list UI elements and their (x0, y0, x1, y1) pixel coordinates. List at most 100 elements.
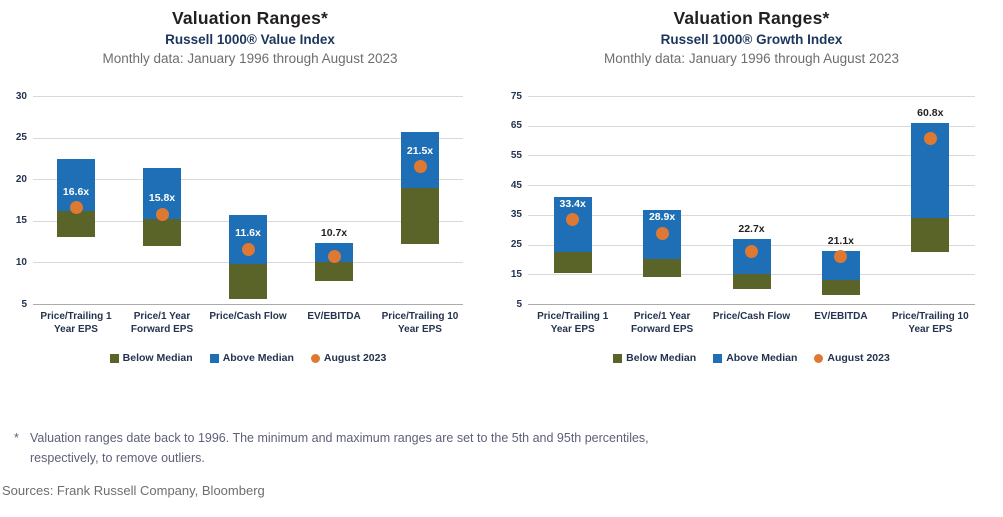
range-bar-below-median (401, 188, 439, 245)
range-bar-below-median (732, 274, 771, 290)
above-median-swatch-icon (209, 353, 219, 363)
footnote-text: Valuation ranges date back to 1996. The … (30, 431, 649, 465)
x-category-label: Price/Trailing 10 Year EPS (381, 311, 459, 335)
legend: Below Median Above Median August 2023 (33, 352, 463, 364)
august-2023-marker (155, 207, 169, 221)
y-tick-label: 5 (516, 298, 522, 310)
gridline (33, 137, 463, 139)
range-bar-below-median (315, 261, 353, 281)
range-bar-above-median (229, 215, 267, 265)
august-2023-marker (923, 131, 937, 145)
x-category-label: Price/1 Year Forward EPS (630, 311, 694, 335)
y-tick-label: 45 (510, 179, 522, 191)
gridline (528, 155, 975, 157)
legend-label: August 2023 (827, 352, 890, 364)
range-bar-below-median (553, 252, 592, 273)
x-category-label: Price/Trailing 1 Year EPS (537, 311, 609, 335)
y-tick-label: 55 (510, 149, 522, 161)
x-category-label: Price/Trailing 10 Year EPS (891, 311, 969, 335)
y-tick-label: 15 (15, 215, 27, 227)
gridline (33, 96, 463, 97)
y-tick-label: 35 (510, 209, 522, 221)
range-bar-below-median (821, 280, 860, 296)
legend-label: Below Median (626, 352, 697, 364)
point-value-label: 28.9x (648, 211, 676, 223)
point-value-label: 10.7x (320, 227, 348, 240)
x-category-label: EV/EBITDA (307, 311, 361, 322)
chart-caption: Monthly data: January 1996 through Augus… (604, 51, 899, 66)
august-2023-marker (655, 226, 669, 240)
point-value-label: 21.5x (406, 144, 434, 157)
august-2023-marker (745, 244, 758, 258)
august-2023-marker (413, 160, 427, 174)
chart-caption: Monthly data: January 1996 through Augus… (102, 51, 398, 66)
gridline (528, 214, 975, 216)
y-tick-label: 65 (510, 120, 522, 132)
gridline (528, 185, 975, 187)
point-value-label: 33.4x (559, 197, 586, 210)
range-bar-below-median (911, 217, 950, 252)
point-value-label: 22.7x (738, 223, 765, 236)
point-value-label: 21.1x (827, 235, 855, 248)
gridline (528, 125, 975, 127)
gridline (528, 96, 975, 97)
footnote-asterisk: * (14, 431, 19, 445)
y-tick-label: 20 (15, 173, 27, 185)
x-axis-line (528, 304, 975, 305)
august-2023-marker (327, 250, 341, 264)
august-2023-dot-icon (814, 353, 824, 363)
y-tick-label: 25 (510, 239, 522, 251)
legend-label: Above Median (222, 352, 294, 364)
x-category-label: Price/1 Year Forward EPS (130, 311, 194, 335)
legend-label: August 2023 (323, 352, 387, 364)
legend-item-below-median: Below Median (613, 352, 696, 364)
legend: Below Median Above Median August 2023 (528, 352, 975, 364)
range-bar-below-median (57, 210, 95, 238)
point-value-label: 11.6x (235, 227, 261, 240)
legend-item-august-2023: August 2023 (814, 352, 890, 364)
legend-item-below-median: Below Median (109, 352, 193, 364)
x-axis-line (33, 304, 463, 305)
below-median-swatch-icon (613, 353, 623, 363)
x-category-label: Price/Cash Flow (712, 311, 791, 322)
point-value-label: 15.8x (148, 192, 176, 205)
x-category-label: EV/EBITDA (814, 311, 868, 322)
below-median-swatch-icon (109, 353, 119, 363)
footnote: * Valuation ranges date back to 1996. Th… (14, 428, 1003, 468)
y-tick-label: 15 (510, 268, 522, 280)
legend-label: Above Median (726, 352, 798, 364)
point-value-label: 16.6x (62, 185, 90, 198)
y-tick-label: 30 (15, 90, 27, 102)
x-category-label: Price/Trailing 1 Year EPS (40, 311, 112, 335)
above-median-swatch-icon (713, 353, 723, 363)
y-tick-label: 25 (15, 132, 27, 144)
august-2023-dot-icon (310, 353, 320, 363)
chart-subtitle: Russell 1000® Growth Index (660, 32, 843, 47)
y-tick-label: 10 (15, 256, 27, 268)
range-bar-below-median (643, 259, 682, 278)
august-2023-marker (566, 213, 580, 227)
legend-label: Below Median (122, 352, 193, 364)
growth-index-chart: Valuation Ranges* Russell 1000® Growth I… (500, 0, 1003, 364)
sources-line: Sources: Frank Russell Company, Bloomber… (2, 483, 265, 498)
chart-title: Valuation Ranges* (673, 8, 830, 28)
legend-item-above-median: Above Median (209, 352, 294, 364)
y-tick-label: 5 (21, 298, 27, 310)
august-2023-marker (834, 249, 848, 263)
y-tick-label: 75 (510, 90, 522, 102)
range-bar-below-median (143, 219, 181, 246)
august-2023-marker (69, 201, 83, 214)
value-index-chart: Valuation Ranges* Russell 1000® Value In… (0, 0, 500, 364)
gridline (33, 179, 463, 181)
range-bar-below-median (229, 264, 267, 299)
point-value-label: 60.8x (917, 106, 944, 119)
august-2023-marker (241, 242, 255, 256)
charts-row: Valuation Ranges* Russell 1000® Value In… (0, 0, 1003, 364)
growth-index-plot-area: 5 15 25 35 45 55 65 75 33.4x Price/Trailing 1 Yea… (511, 91, 975, 335)
value-index-plot-area: 5 10 15 20 25 30 16.6x Price/Trailing 1 Year EP… (16, 91, 463, 335)
x-category-label: Price/Cash Flow (209, 311, 287, 322)
chart-title: Valuation Ranges* (171, 8, 329, 28)
chart-subtitle: Russell 1000® Value Index (165, 32, 335, 47)
legend-item-above-median: Above Median (713, 352, 797, 364)
